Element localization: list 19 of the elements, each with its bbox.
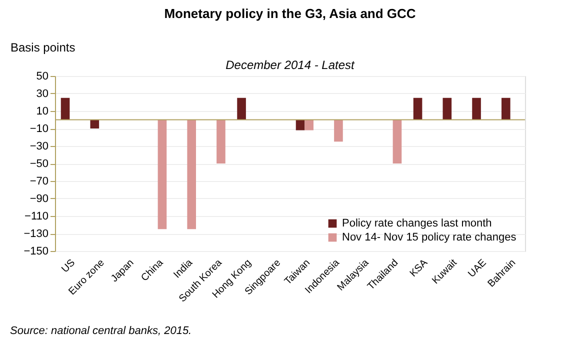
legend-label: Policy rate changes last month [342,218,492,230]
y-tick-label: −50 [30,158,48,170]
y-tick-label: −10 [30,123,48,135]
y-tick-label: −70 [30,176,48,188]
y-tick-label: −110 [24,210,48,222]
y-tick-label: −30 [30,140,48,152]
y-tick-label: 30 [36,88,48,100]
x-tick-label: KSA [408,257,430,280]
legend-label: Nov 14- Nov 15 policy rate changes [342,232,517,244]
y-tick-label: 10 [36,106,48,118]
y-tick-label: −90 [30,193,48,205]
chart-subtitle: December 2014 - Latest [226,58,356,72]
y-tick-label: −130 [24,228,48,240]
y-axis-title: Basis points [10,40,76,54]
chart-title: Monetary policy in the G3, Asia and GCC [164,6,416,21]
source-note: Source: national central banks, 2015. [10,325,192,337]
y-tick-label: −150 [24,246,48,258]
x-tick-label: US [60,257,78,276]
y-tick-label: 50 [36,70,48,82]
